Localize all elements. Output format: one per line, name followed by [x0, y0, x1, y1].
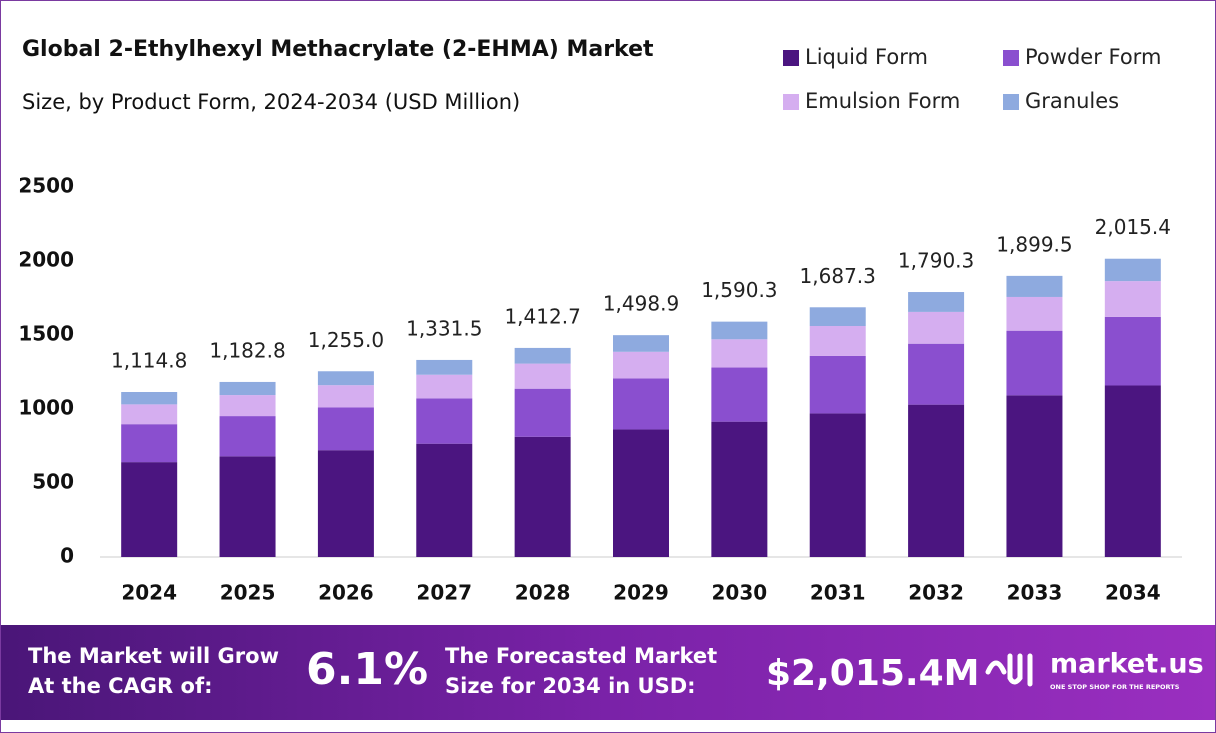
bar-segment: [416, 398, 473, 444]
footer-text: Size for 2034 in USD:: [445, 674, 696, 698]
legend-label: Powder Form: [1025, 45, 1161, 69]
bar-segment: [514, 388, 571, 437]
bar-segment: [121, 404, 178, 425]
bar-segment: [711, 367, 768, 422]
y-tick-label: 0: [60, 544, 74, 568]
bar-segment: [613, 378, 669, 430]
legend-swatch: [783, 94, 799, 110]
y-tick-label: 500: [32, 470, 74, 494]
bar-segment: [1006, 395, 1063, 557]
bar-segment: [908, 292, 965, 312]
y-tick-label: 2500: [18, 174, 74, 198]
bar-segment: [219, 416, 276, 457]
total-label: 1,687.3: [800, 264, 876, 288]
total-label: 2,015.4: [1095, 215, 1171, 239]
x-tick-label: 2025: [220, 581, 276, 605]
legend-label: Emulsion Form: [805, 89, 960, 113]
bar-segment: [514, 436, 571, 557]
bar-segment: [711, 339, 768, 368]
tagline: ONE STOP SHOP FOR THE REPORTS: [1050, 683, 1180, 691]
legend-swatch: [783, 50, 799, 66]
bar-segment: [121, 392, 178, 405]
legend-swatch: [1003, 50, 1019, 66]
bar-segment: [219, 381, 276, 396]
bar-segment: [908, 404, 965, 557]
bar-segment: [317, 450, 374, 557]
bar-segment: [711, 321, 768, 340]
bar-segment: [809, 307, 866, 327]
bar-segment: [317, 371, 374, 386]
x-tick-label: 2031: [810, 581, 866, 605]
footer-banner: [1, 625, 1215, 720]
plot: 0 500 1000 1500 2000 2500 Liquid Form Powder Fo…: [18, 45, 1182, 605]
bar-segment: [317, 407, 374, 451]
bar-segment: [711, 421, 768, 557]
bar-segment: [1006, 296, 1063, 331]
bar-segment: [514, 363, 571, 389]
bar-segment: [908, 343, 965, 405]
footer-text: The Market will Grow: [28, 644, 279, 668]
total-label: 1,331.5: [406, 316, 482, 340]
bar-segment: [613, 351, 669, 379]
footer-text: The Forecasted Market: [445, 644, 717, 668]
total-label: 1,790.3: [898, 249, 974, 273]
bar-segment: [219, 456, 276, 557]
total-label: 1,255.0: [308, 328, 384, 352]
y-tick-label: 1500: [18, 322, 74, 346]
legend-swatch: [1003, 94, 1019, 110]
x-tick-label: 2027: [416, 581, 472, 605]
x-tick-label: 2034: [1105, 581, 1161, 605]
bar-segment: [809, 413, 866, 557]
footer-cagr: 6.1%: [306, 644, 428, 695]
x-tick-label: 2033: [1007, 581, 1063, 605]
bar-segment: [1104, 385, 1161, 557]
total-label: 1,590.3: [701, 278, 777, 302]
x-tick-label: 2026: [318, 581, 374, 605]
legend-label: Granules: [1025, 89, 1119, 113]
chart-subtitle: Size, by Product Form, 2024-2034 (USD Mi…: [22, 90, 520, 114]
total-label: 1,899.5: [996, 232, 1072, 256]
footer-text: At the CAGR of:: [28, 674, 213, 698]
x-tick-label: 2028: [515, 581, 571, 605]
bar-segment: [416, 359, 473, 375]
bar-segment: [416, 443, 473, 557]
bar-segment: [1006, 275, 1063, 297]
bar-segment: [121, 424, 178, 463]
x-tick-label: 2032: [908, 581, 964, 605]
bar-segment: [1006, 330, 1063, 396]
bar-segment: [908, 311, 965, 344]
bar-segment: [219, 395, 276, 417]
brand-logo: [985, 653, 1033, 687]
total-label: 1,182.8: [209, 338, 285, 362]
bar-segment: [1104, 281, 1161, 317]
x-tick-label: 2030: [712, 581, 768, 605]
brand: market.us: [1050, 649, 1204, 680]
total-label: 1,114.8: [111, 349, 187, 373]
total-label: 1,498.9: [603, 292, 679, 316]
footer-forecast: $2,015.4M: [766, 653, 979, 694]
bar-segment: [613, 429, 669, 557]
bar-segment: [809, 355, 866, 414]
bar-segment: [121, 462, 178, 557]
legend-label: Liquid Form: [805, 45, 928, 69]
bar-segment: [613, 335, 669, 352]
bar-segment: [416, 374, 473, 399]
bar-segment: [809, 326, 866, 356]
y-tick-label: 1000: [18, 396, 74, 420]
x-tick-label: 2029: [613, 581, 669, 605]
x-tick-label: 2024: [121, 581, 177, 605]
bar-segment: [1104, 258, 1161, 282]
bar-segment: [317, 385, 374, 408]
bar-segment: [1104, 316, 1161, 386]
chart-title: Global 2-Ethylhexyl Methacrylate (2-EHMA…: [22, 37, 654, 62]
y-tick-label: 2000: [18, 248, 74, 272]
total-label: 1,412.7: [504, 304, 580, 328]
bar-segment: [514, 347, 571, 364]
